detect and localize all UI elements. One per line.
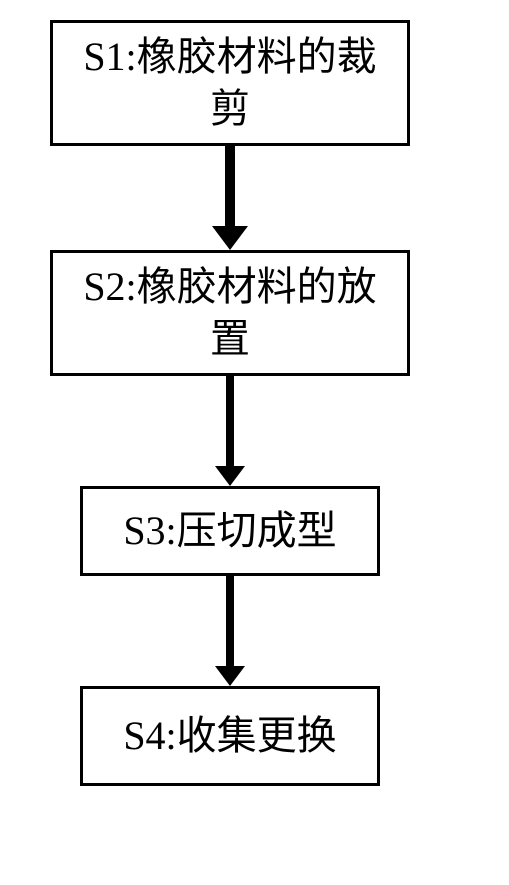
step-s2-label: S2:橡胶材料的放置: [67, 261, 393, 365]
arrow-head-icon: [215, 666, 245, 686]
arrow-line: [226, 376, 234, 466]
step-s3-box: S3:压切成型: [80, 486, 380, 576]
step-s4-box: S4:收集更换: [80, 686, 380, 786]
arrow-head-icon: [215, 466, 245, 486]
step-s3-label: S3:压切成型: [123, 505, 336, 557]
arrow-line: [226, 576, 234, 666]
arrow-head-icon: [212, 226, 248, 250]
arrow-line: [225, 146, 235, 226]
arrow-s3-s4: [215, 576, 245, 686]
arrow-s1-s2: [212, 146, 248, 250]
flowchart-container: S1:橡胶材料的裁剪 S2:橡胶材料的放置 S3:压切成型 S4:收集更换: [50, 20, 410, 786]
step-s4-label: S4:收集更换: [123, 710, 336, 762]
step-s1-label: S1:橡胶材料的裁剪: [67, 31, 393, 135]
arrow-s2-s3: [215, 376, 245, 486]
step-s1-box: S1:橡胶材料的裁剪: [50, 20, 410, 146]
step-s2-box: S2:橡胶材料的放置: [50, 250, 410, 376]
